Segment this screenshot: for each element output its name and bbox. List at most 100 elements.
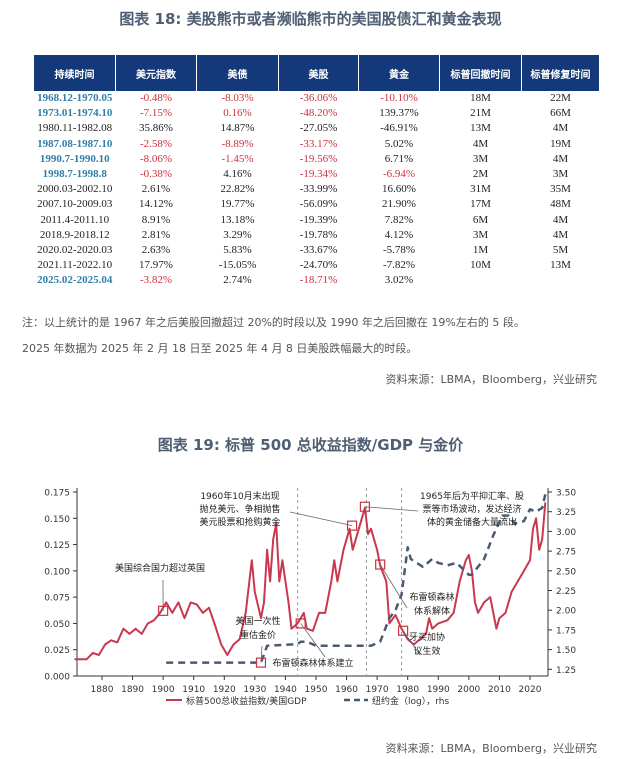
value-cell: -8.89%	[221, 137, 254, 150]
value-cell: -3.82%	[139, 274, 173, 287]
left-tick-label: 0.175	[44, 489, 70, 499]
left-tick-label: 0.150	[44, 515, 70, 525]
gold-price-line	[166, 494, 547, 664]
period-cell: 1987.08-1987.10	[37, 137, 113, 150]
column-header: 标普回撤时间	[439, 55, 522, 91]
value-cell	[440, 273, 522, 288]
value-cell: 35.86%	[139, 122, 173, 135]
value-cell: 6M	[472, 213, 489, 226]
x-tick-label: 1900	[152, 685, 175, 695]
value-cell: -19.34%	[299, 168, 338, 181]
value-cell: -27.05%	[299, 122, 338, 135]
annotation-leader-line	[379, 564, 408, 609]
period-cell: 2025.02-2025.04	[37, 274, 113, 287]
right-tick-label: 1.50	[556, 646, 576, 656]
value-cell: 31M	[470, 183, 491, 196]
value-cell: -19.56%	[299, 152, 338, 165]
table-body: 1968.12-1970.05 -0.48% -8.03% -36.06% -10.10…	[34, 91, 600, 288]
value-cell: -5.78%	[382, 243, 416, 256]
value-cell: -24.70%	[299, 259, 338, 272]
value-cell: 4M	[552, 122, 569, 135]
right-tick-label: 2.50	[556, 567, 576, 577]
annotation-marker	[295, 618, 306, 629]
period-cell: 1968.12-1970.05	[37, 92, 113, 105]
left-tick-label: 0.025	[44, 646, 70, 656]
x-tick-label: 1880	[91, 685, 114, 695]
column-header: 美元指数	[115, 55, 197, 91]
x-tick-label: 1940	[274, 685, 297, 695]
value-cell: 3.02%	[384, 274, 414, 287]
value-cell: 3M	[472, 152, 489, 165]
value-cell: 4M	[552, 213, 569, 226]
period-cell: 2018.9-2018.12	[39, 228, 110, 241]
value-cell: -2.58%	[139, 137, 173, 150]
value-cell: 14.12%	[139, 198, 173, 211]
value-cell	[522, 273, 600, 288]
value-cell: 3M	[552, 168, 569, 181]
period-cell: 2020.02-2020.03	[37, 243, 113, 256]
value-cell: -10.10%	[380, 92, 418, 105]
value-cell: 13.18%	[220, 213, 255, 226]
value-cell: 5M	[552, 243, 569, 256]
period-cell: 1973.01-1974.10	[37, 107, 113, 120]
period-cell: 2011.4-2011.10	[40, 213, 110, 226]
x-tick-label: 1920	[213, 685, 236, 695]
table-row: 2007.10-2009.03 14.12% 19.77% -56.09% 21.90%…	[34, 197, 600, 212]
period-cell: 2021.11-2022.10	[37, 259, 113, 272]
value-cell: 48M	[550, 198, 571, 211]
column-header: 黄金	[358, 55, 440, 91]
annotation-marker	[398, 625, 409, 636]
value-cell: -33.17%	[299, 137, 338, 150]
table-title: 图表 18: 美股熊市或者濒临熊市的美国股债汇和黄金表现	[119, 10, 502, 28]
left-tick-label: 0.000	[44, 673, 70, 683]
right-tick-label: 2.00	[556, 607, 576, 617]
source-2: 资料来源：LBMA，Bloomberg，兴业研究	[385, 742, 597, 755]
value-cell: 2.74%	[223, 274, 252, 287]
annotation-text: 美国一次性	[235, 615, 280, 627]
table-row: 1998.7-1998.8 -0.38% 4.16% -19.34% -6.94% 2M 3…	[34, 167, 600, 182]
value-cell: 4.16%	[223, 168, 252, 181]
period-cell: 1990.7-1990.10	[39, 152, 110, 165]
value-cell: 21M	[470, 107, 491, 120]
value-cell: 5.02%	[384, 137, 414, 150]
column-header: 美股	[278, 55, 359, 91]
value-cell: -8.03%	[221, 92, 254, 105]
x-tick-label: 2020	[519, 685, 542, 695]
value-cell: -33.99%	[299, 183, 338, 196]
right-tick-label: 1.25	[556, 666, 576, 676]
annotation-text: 美国综合国力超过英国	[115, 562, 205, 574]
value-cell: 4.12%	[384, 228, 414, 241]
period-cell: 1980.11-1982.08	[37, 122, 113, 135]
annotation-marker	[359, 501, 371, 512]
annotation-marker	[158, 605, 169, 616]
annotation-text: 票等市场波动，发达经济	[422, 503, 521, 515]
x-tick-label: 1980	[396, 685, 419, 695]
note-2: 2025 年数据为 2025 年 2 月 18 日至 2025 年 4 月 8 …	[22, 342, 418, 355]
period-cell: 2007.10-2009.03	[37, 198, 113, 211]
column-header: 美债	[196, 55, 279, 91]
left-tick-label: 0.075	[44, 594, 70, 604]
value-cell: 2.61%	[141, 183, 171, 196]
annotation-text: 议生效	[413, 645, 440, 657]
value-cell: -15.05%	[218, 259, 257, 272]
left-tick-label: 0.050	[44, 620, 70, 630]
value-cell: 13M	[470, 122, 491, 135]
x-tick-label: 2000	[457, 685, 480, 695]
value-cell: -6.94%	[382, 168, 416, 181]
column-header: 持续时间	[34, 55, 116, 91]
right-tick-label: 1.75	[556, 626, 576, 636]
market-performance-table: 持续时间 美元指数 美债 美股 黄金 标普回撤时间 标普修复时间 1968.12-1970.…	[34, 55, 600, 288]
table-row: 2018.9-2018.12 2.81% 3.29% -19.78% 4.12% 3M 4M	[34, 228, 600, 243]
table-row: 2000.03-2002.10 2.61% 22.82% -33.99% 16.60% 3…	[34, 182, 600, 197]
right-tick-label: 3.25	[556, 508, 576, 518]
value-cell: -19.39%	[299, 213, 338, 226]
value-cell: 4M	[552, 152, 569, 165]
period-cell: 2000.03-2002.10	[37, 183, 113, 196]
annotation-text: 美元股票和抢购黄金	[199, 516, 280, 528]
value-cell: 6.71%	[384, 152, 414, 165]
value-cell: -36.06%	[299, 92, 338, 105]
value-cell: 22.82%	[220, 183, 255, 196]
chart-title: 图表 19: 标普 500 总收益指数/GDP 与金价	[157, 436, 464, 454]
annotation-text: 抛兑美元、争相抛售	[199, 503, 280, 515]
value-cell: 17.97%	[139, 259, 173, 272]
